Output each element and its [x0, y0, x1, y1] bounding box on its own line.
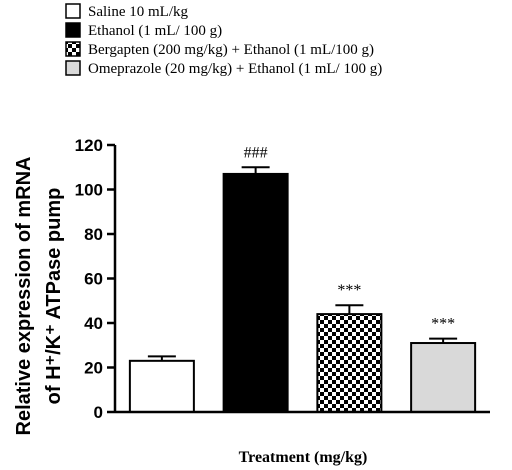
y-tick-label: 40 — [84, 314, 103, 333]
y-tick-label: 60 — [84, 270, 103, 289]
y-tick-label: 120 — [75, 136, 103, 155]
legend-swatch — [65, 3, 81, 19]
legend: Saline 10 mL/kg Ethanol (1 mL/ 100 g) Berg… — [65, 3, 382, 77]
bar — [316, 313, 383, 414]
legend-swatch — [65, 60, 81, 76]
y-tick-label: 100 — [75, 181, 103, 200]
x-axis-label: Treatment (mg/kg) — [239, 449, 368, 466]
y-tick-label: 0 — [94, 403, 103, 422]
legend-label: Ethanol (1 mL/ 100 g) — [88, 23, 222, 39]
y-axis: 0 20 40 60 80 100 120 — [75, 136, 117, 422]
legend-label: Omeprazole (20 mg/kg) + Ethanol (1 mL/ 1… — [88, 61, 382, 77]
significance-label: *** — [431, 316, 455, 333]
bar — [222, 172, 289, 413]
significance-label: *** — [337, 282, 361, 299]
legend-label: Bergapten (200 mg/kg) + Ethanol (1 mL/10… — [88, 42, 374, 58]
legend-swatch — [65, 41, 81, 57]
significance-label: ### — [244, 144, 268, 161]
bars: ### *** *** — [128, 144, 477, 414]
legend-swatch — [65, 22, 81, 38]
bar — [410, 342, 477, 413]
y-tick-label: 80 — [84, 225, 103, 244]
legend-label: Saline 10 mL/kg — [88, 4, 188, 20]
y-axis-title: Relative expression of mRNA of H⁺/K⁺ ATP… — [13, 157, 65, 436]
y-axis-label-line1: Relative expression of mRNA — [13, 157, 35, 436]
bar — [128, 359, 195, 414]
y-axis-label-line2: of H⁺/K⁺ ATPase pump — [43, 188, 65, 405]
y-tick-label: 20 — [84, 359, 103, 378]
